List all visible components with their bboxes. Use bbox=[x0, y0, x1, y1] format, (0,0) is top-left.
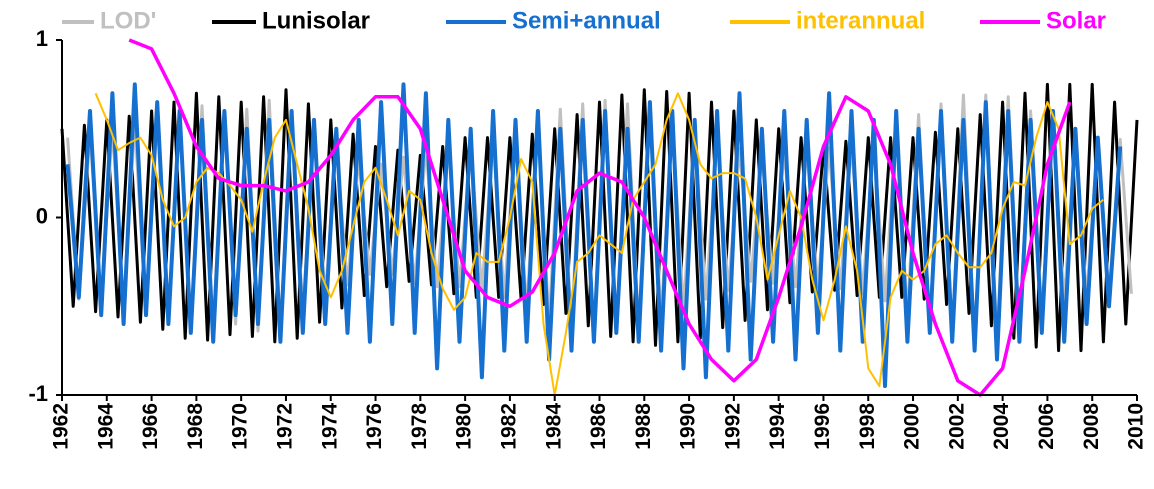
x-tick-label: 1962 bbox=[50, 403, 73, 450]
y-tick-label: 1 bbox=[36, 26, 48, 51]
x-tick-label: 1970 bbox=[229, 403, 252, 450]
x-tick-label: 1996 bbox=[811, 403, 834, 450]
legend-label: interannual bbox=[796, 7, 925, 34]
x-tick-label: 2010 bbox=[1125, 403, 1148, 450]
x-tick-label: 1978 bbox=[408, 403, 431, 450]
x-tick-label: 1968 bbox=[184, 403, 207, 450]
x-tick-label: 1964 bbox=[94, 403, 117, 450]
x-tick-label: 1966 bbox=[139, 403, 162, 450]
series-line bbox=[60, 82, 1139, 353]
x-tick-label: 2008 bbox=[1080, 403, 1103, 450]
x-tick-label: 1994 bbox=[766, 403, 789, 450]
x-tick-label: 1980 bbox=[453, 403, 476, 450]
x-tick-label: 1982 bbox=[497, 403, 520, 450]
legend-label: Lunisolar bbox=[262, 7, 370, 34]
x-tick-label: 2000 bbox=[901, 403, 924, 450]
series-line bbox=[65, 82, 1123, 389]
x-tick-label: 1976 bbox=[363, 403, 386, 450]
x-tick-label: 1972 bbox=[274, 403, 297, 450]
x-tick-label: 2002 bbox=[945, 403, 968, 450]
x-tick-label: 1984 bbox=[542, 403, 565, 450]
x-tick-label: 1992 bbox=[721, 403, 744, 450]
x-tick-label: 1974 bbox=[318, 403, 341, 450]
series-line bbox=[128, 38, 1072, 397]
x-tick-label: 1988 bbox=[632, 403, 655, 450]
x-tick-label: 2004 bbox=[990, 403, 1013, 450]
x-tick-label: 1990 bbox=[677, 403, 700, 450]
legend-label: LOD' bbox=[100, 7, 156, 34]
x-tick-label: 2006 bbox=[1035, 403, 1058, 450]
y-tick-label: -1 bbox=[28, 381, 48, 406]
y-tick-label: 0 bbox=[36, 203, 48, 228]
x-tick-label: 1986 bbox=[587, 403, 610, 450]
legend-label: Solar bbox=[1046, 7, 1106, 34]
series-line bbox=[94, 92, 1105, 396]
x-tick-label: 1998 bbox=[856, 403, 879, 450]
legend-label: Semi+annual bbox=[512, 7, 661, 34]
